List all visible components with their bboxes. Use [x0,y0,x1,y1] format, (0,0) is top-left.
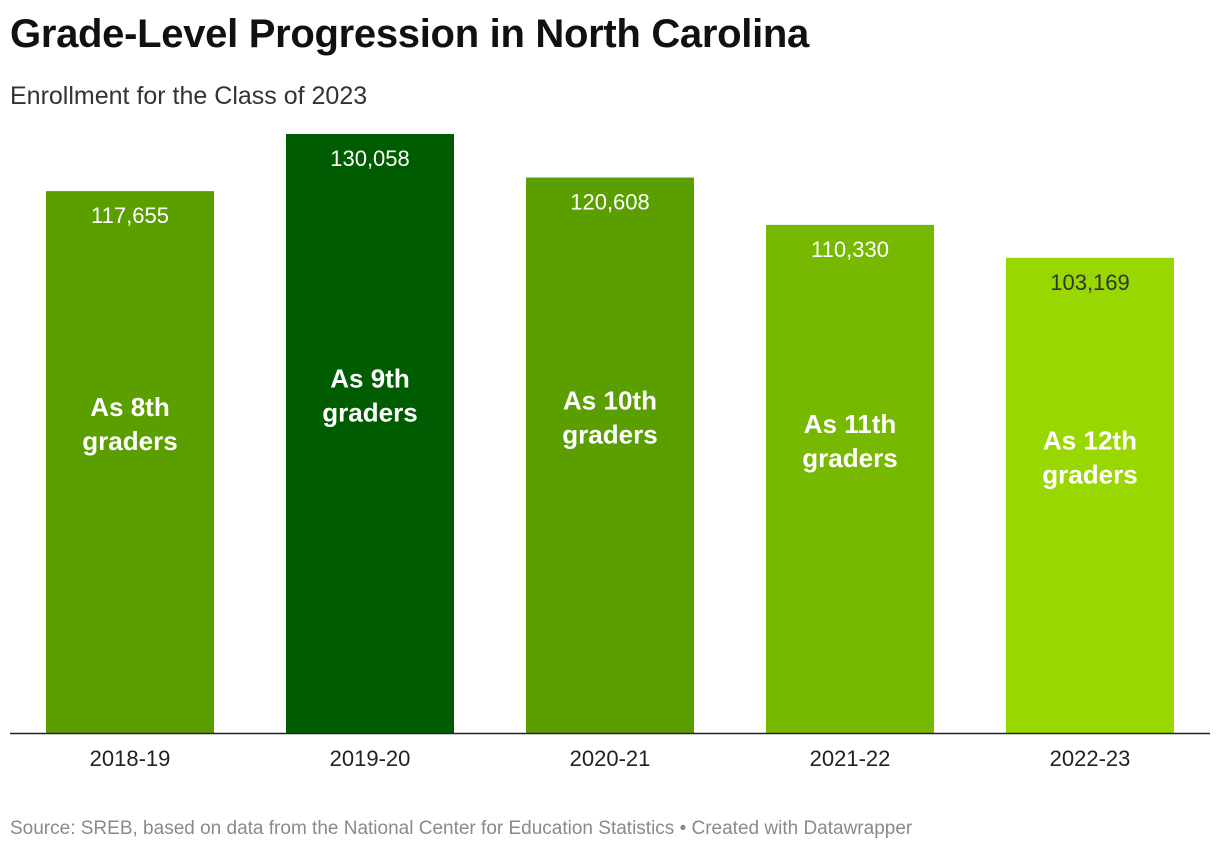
x-tick-labels: 2018-19 2019-20 2020-21 2021-22 2022-23 [90,746,1131,771]
value-label: 117,655 [91,203,169,228]
bar-2022-23 [1006,257,1174,733]
value-label: 103,169 [1050,270,1130,295]
value-label: 130,058 [330,146,410,171]
bar-grade-label: As 10th [563,385,657,415]
bar-grade-label: graders [802,443,897,473]
x-tick-label: 2018-19 [90,746,171,771]
bar-grade-label: As 9th [330,364,409,394]
value-label: 110,330 [811,237,889,262]
chart-subtitle: Enrollment for the Class of 2023 [10,82,368,110]
bar-grade-label: As 12th [1043,425,1137,455]
bar-grade-label: graders [322,398,417,428]
x-tick-label: 2021-22 [810,746,891,771]
bar-grade-label: graders [562,419,657,449]
bar-grade-label: graders [82,426,177,456]
bar-2021-22 [766,224,934,733]
bars-layer: 117,655 As 8th graders 130,058 As 9th graders… [46,134,1174,734]
bar-grade-label: As 8th [90,392,169,422]
bar-2020-21 [526,177,694,734]
bar-grade-label: As 11th [804,409,897,439]
bar-2019-20 [286,134,454,733]
x-tick-label: 2019-20 [330,746,411,771]
bar-grade-label: graders [1042,459,1137,489]
value-label: 120,608 [570,190,650,215]
x-tick-label: 2020-21 [570,746,651,771]
x-tick-label: 2022-23 [1050,746,1131,771]
source-note: Source: SREB, based on data from the Nat… [10,818,913,839]
bar-2018-19 [46,191,214,733]
chart-title: Grade-Level Progression in North Carolin… [10,12,809,56]
